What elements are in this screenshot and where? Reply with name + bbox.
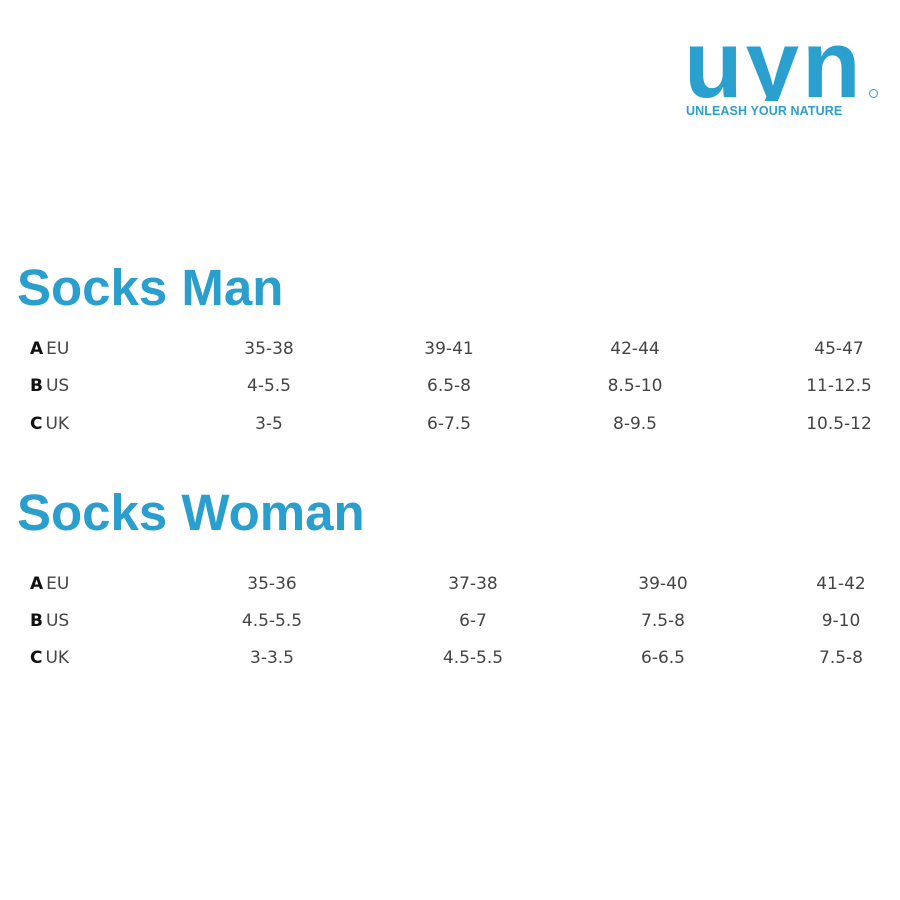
row-label: A EU	[30, 574, 69, 594]
size-cell: 45-47	[814, 339, 864, 359]
socks-man-title: Socks Man	[17, 259, 284, 316]
size-cell: 42-44	[610, 339, 660, 359]
size-cell: 6-7	[459, 611, 487, 631]
size-cell: 3-3.5	[250, 648, 294, 668]
size-row: C UK 3-3.5 4.5-5.5 6-6.5 7.5-8	[0, 648, 900, 672]
size-cell: 9-10	[821, 611, 861, 631]
size-system: US	[45, 376, 70, 396]
size-cell: 3-5	[255, 414, 283, 434]
uyn-logo: UYN	[684, 17, 884, 101]
size-system: EU	[46, 574, 70, 594]
row-label: B US	[30, 376, 69, 396]
size-cell: 8-9.5	[613, 414, 657, 434]
row-letter: C	[30, 414, 43, 434]
size-system: UK	[45, 414, 70, 434]
size-row: B US 4.5-5.5 6-7 7.5-8 9-10	[0, 611, 900, 635]
size-system: UK	[45, 648, 70, 668]
row-label: B US	[30, 611, 69, 631]
row-letter: B	[30, 376, 43, 396]
size-cell: 35-36	[247, 574, 297, 594]
size-system: EU	[46, 339, 70, 359]
socks-woman-title: Socks Woman	[17, 484, 365, 541]
size-row: A EU 35-36 37-38 39-40 41-42	[0, 574, 900, 598]
size-cell: 4.5-5.5	[442, 648, 504, 668]
size-cell: 4.5-5.5	[241, 611, 303, 631]
row-label: C UK	[30, 648, 69, 668]
row-letter: B	[30, 611, 43, 631]
size-cell: 6-7.5	[427, 414, 471, 434]
brand-name: UYN	[684, 17, 864, 101]
row-letter: C	[30, 648, 43, 668]
size-cell: 11-12.5	[806, 376, 872, 396]
size-cell: 41-42	[816, 574, 866, 594]
size-cell: 6-6.5	[641, 648, 685, 668]
row-label: A EU	[30, 339, 69, 359]
registered-mark-icon	[869, 89, 878, 98]
size-system: US	[45, 611, 70, 631]
size-cell: 8.5-10	[607, 376, 663, 396]
size-row: B US 4-5.5 6.5-8 8.5-10 11-12.5	[0, 376, 900, 400]
row-letter: A	[30, 339, 44, 359]
row-letter: A	[30, 574, 44, 594]
size-cell: 35-38	[244, 339, 294, 359]
size-row: C UK 3-5 6-7.5 8-9.5 10.5-12	[0, 414, 900, 438]
row-label: C UK	[30, 414, 69, 434]
size-cell: 4-5.5	[247, 376, 291, 396]
size-cell: 39-40	[638, 574, 688, 594]
size-cell: 10.5-12	[806, 414, 872, 434]
brand-tagline: UNLEASH YOUR NATURE	[686, 104, 843, 118]
size-cell: 7.5-8	[819, 648, 863, 668]
size-row: A EU 35-38 39-41 42-44 45-47	[0, 339, 900, 363]
size-cell: 37-38	[448, 574, 498, 594]
size-cell: 7.5-8	[641, 611, 685, 631]
size-cell: 6.5-8	[427, 376, 471, 396]
size-cell: 39-41	[424, 339, 474, 359]
